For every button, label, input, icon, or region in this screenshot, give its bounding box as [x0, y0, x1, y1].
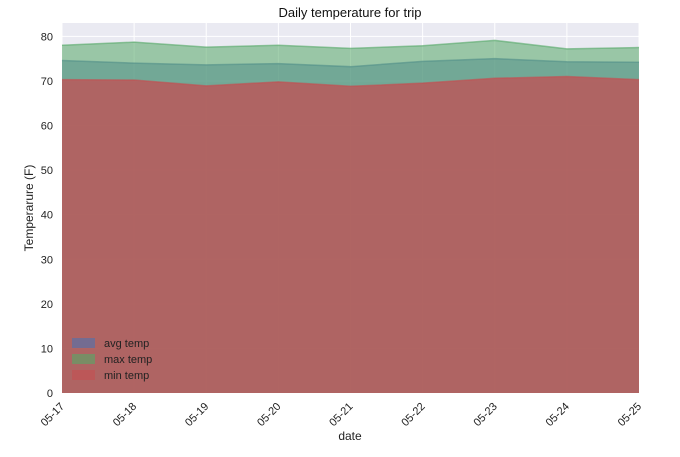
point-max-temp [278, 44, 280, 46]
legend-swatch-max-temp [72, 354, 95, 364]
point-max-temp [133, 41, 135, 43]
point-min-temp [133, 79, 135, 81]
series-areas [61, 39, 640, 394]
point-min-temp [350, 86, 352, 88]
y-tick-label: 10 [41, 343, 53, 355]
x-tick-label: 05-22 [399, 401, 427, 429]
y-axis-label: Temperarure (F) [22, 165, 36, 252]
point-min-temp [61, 79, 63, 81]
x-tick-label: 05-23 [471, 401, 499, 429]
x-tick-label: 05-25 [616, 401, 644, 429]
point-max-temp [638, 47, 640, 49]
point-min-temp [278, 81, 280, 83]
y-axis-ticks: 0 10 20 30 40 50 60 70 80 [41, 31, 53, 400]
x-tick-label: 05-18 [111, 401, 139, 429]
point-min-temp [422, 82, 424, 84]
y-tick-label: 80 [41, 31, 53, 43]
legend-label-max-temp: max temp [104, 354, 152, 366]
point-min-temp [638, 79, 640, 81]
point-max-temp [205, 46, 207, 48]
y-tick-label: 60 [41, 121, 53, 133]
point-max-temp [494, 40, 496, 42]
point-min-temp [494, 77, 496, 79]
x-tick-label: 05-19 [183, 401, 211, 429]
point-min-temp [566, 76, 568, 78]
line-min-temp [61, 75, 640, 88]
point-max-temp [566, 48, 568, 50]
y-tick-label: 70 [41, 76, 53, 88]
x-axis-label: date [338, 429, 362, 443]
point-max-temp [422, 45, 424, 47]
legend-swatch-min-temp [72, 370, 95, 380]
x-tick-label: 05-24 [544, 401, 572, 429]
point-max-temp [61, 44, 63, 46]
y-tick-label: 30 [41, 254, 53, 266]
legend: avg temp max temp min temp [72, 338, 152, 382]
point-min-temp [205, 85, 207, 87]
x-tick-label: 05-21 [327, 401, 355, 429]
x-tick-label: 05-17 [39, 401, 67, 429]
chart-title: Daily temperature for trip [278, 5, 421, 20]
y-tick-label: 40 [41, 210, 53, 222]
y-tick-label: 20 [41, 299, 53, 311]
legend-label-min-temp: min temp [104, 370, 149, 382]
area-min-temp [62, 76, 639, 394]
y-tick-label: 50 [41, 165, 53, 177]
x-axis-ticks: 05-17 05-18 05-19 05-20 05-21 05-22 05-23 05-24… [39, 401, 644, 429]
line-max-temp [61, 39, 640, 50]
y-tick-label: 0 [47, 388, 53, 400]
x-tick-label: 05-20 [255, 401, 283, 429]
legend-label-avg-temp: avg temp [104, 338, 149, 350]
point-max-temp [350, 48, 352, 50]
legend-swatch-avg-temp [72, 338, 95, 348]
